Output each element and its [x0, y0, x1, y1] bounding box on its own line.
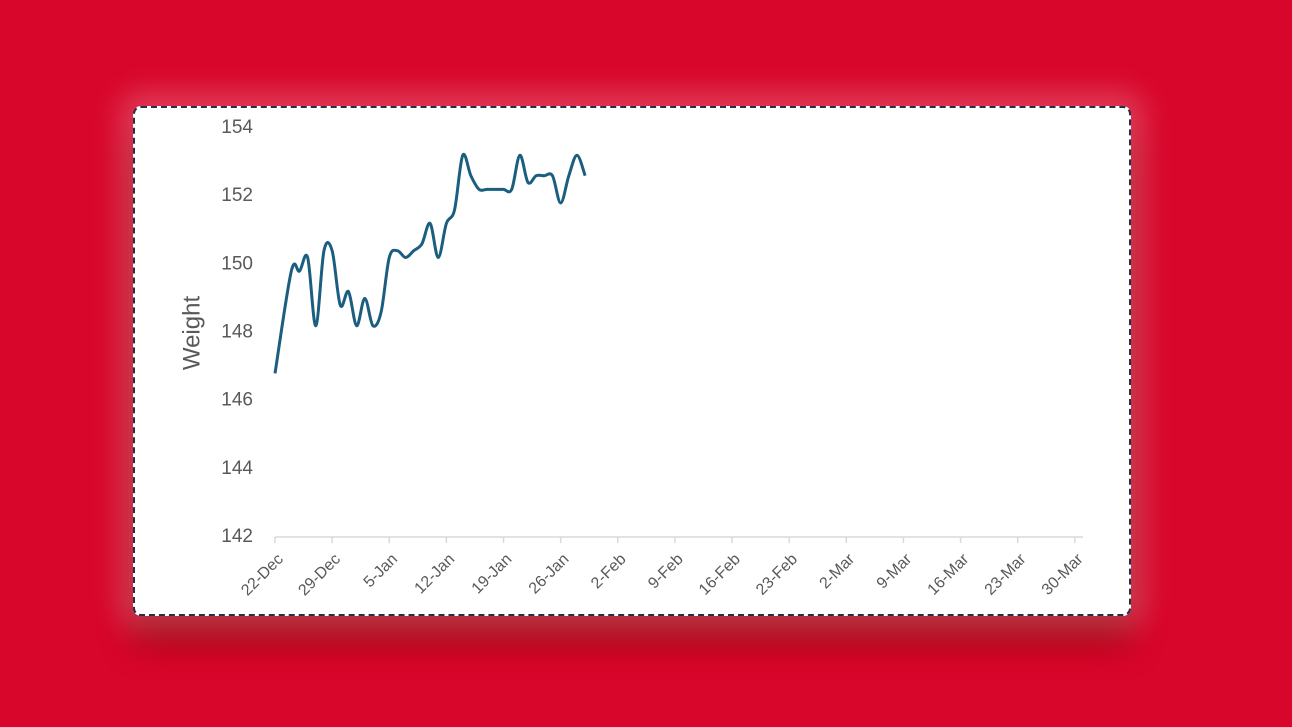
x-tick-label: 30-Mar	[1039, 550, 1087, 598]
x-tick-label: 29-Dec	[295, 551, 344, 600]
x-tick-label: 5-Jan	[361, 551, 401, 591]
x-tick-label: 12-Jan	[412, 551, 459, 598]
x-tick-label: 23-Feb	[753, 551, 801, 599]
y-tick-label: 142	[221, 526, 253, 547]
x-tick-label: 9-Mar	[874, 550, 916, 592]
line-series	[273, 152, 587, 374]
y-tick-label: 144	[221, 458, 253, 479]
x-tick-label: 2-Feb	[588, 551, 630, 593]
y-tick-label: 150	[221, 253, 253, 274]
x-tick-label: 16-Feb	[696, 551, 744, 599]
chart-card	[133, 106, 1131, 616]
y-tick-label: 154	[221, 117, 253, 138]
x-tick-label: 23-Mar	[982, 550, 1030, 598]
y-tick-label: 152	[221, 185, 253, 206]
x-tick-label: 19-Jan	[469, 551, 516, 598]
x-tick-label: 16-Mar	[925, 550, 973, 598]
y-tick-label: 148	[221, 322, 253, 343]
x-tick-label: 22-Dec	[238, 551, 287, 600]
x-tick-label: 26-Jan	[526, 551, 573, 598]
y-axis-label: Weight	[178, 296, 205, 371]
x-tick-label: 2-Mar	[817, 550, 859, 592]
x-tick-label: 9-Feb	[645, 551, 687, 593]
y-tick-label: 146	[221, 390, 253, 411]
